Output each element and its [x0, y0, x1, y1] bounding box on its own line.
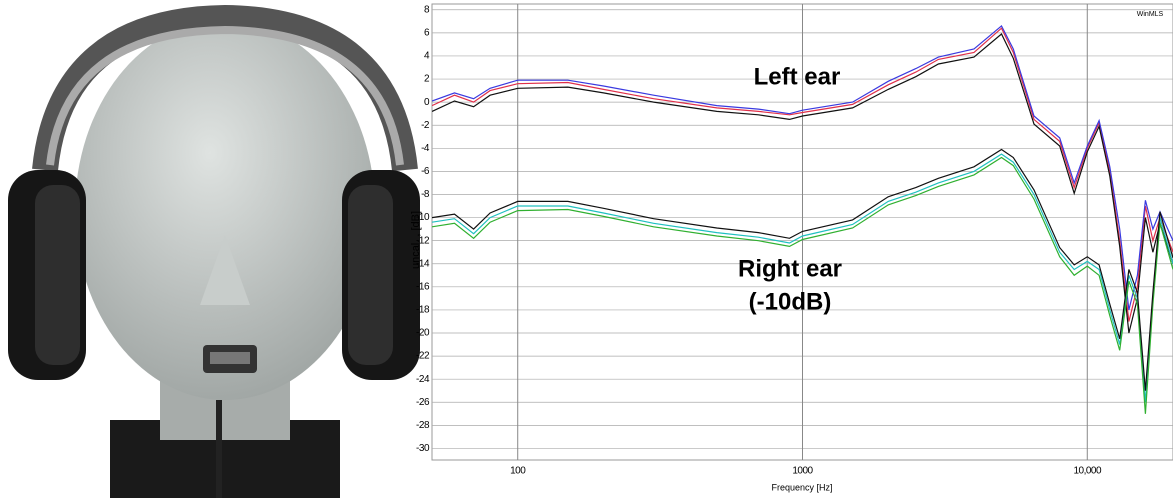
y-tick-label: -30	[416, 443, 430, 454]
y-tick-label: -18	[416, 305, 430, 316]
y-tick-label: 6	[424, 28, 430, 39]
y-tick-label: -28	[416, 420, 430, 431]
y-tick-label: 8	[424, 4, 430, 15]
y-tick-label: 0	[424, 97, 430, 108]
y-tick-label: -24	[416, 374, 430, 385]
x-axis-label: Frequency [Hz]	[771, 482, 832, 492]
y-tick-label: -20	[416, 328, 430, 339]
y-tick-label: -22	[416, 351, 430, 362]
y-tick-label: 4	[424, 51, 430, 62]
x-tick-label: 1000	[792, 466, 813, 477]
y-tick-label: -14	[416, 258, 430, 269]
corner-text: WinMLS	[1137, 11, 1164, 18]
y-tick-label: -16	[416, 281, 430, 292]
y-tick-label: -12	[416, 235, 430, 246]
y-tick-label: -10	[416, 212, 430, 223]
y-tick-label: 2	[424, 74, 430, 85]
x-tick-label: 10,000	[1073, 466, 1102, 477]
annotation: Left ear	[754, 63, 841, 90]
annotation: Right ear	[738, 255, 842, 282]
x-tick-label: 100	[510, 466, 526, 477]
y-tick-label: -26	[416, 397, 430, 408]
page: WinMLS Frequency [Hz] uncal. , [dB] Left…	[0, 0, 1173, 498]
annotation: (-10dB)	[749, 288, 832, 315]
y-tick-label: -6	[421, 166, 430, 177]
photo	[8, 18, 420, 498]
y-tick-label: -2	[421, 120, 430, 131]
y-tick-label: -8	[421, 189, 430, 200]
y-tick-label: -4	[421, 143, 430, 154]
